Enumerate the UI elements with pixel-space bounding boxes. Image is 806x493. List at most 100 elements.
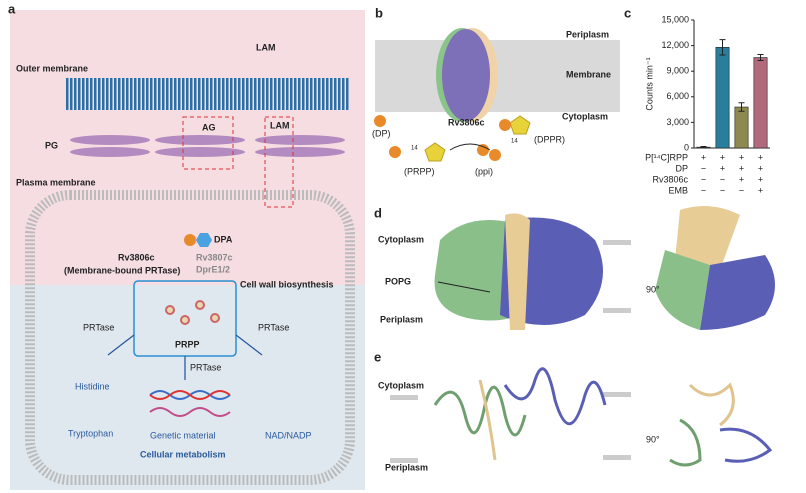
stripe xyxy=(98,78,101,110)
stripe xyxy=(178,78,181,110)
stripe xyxy=(166,78,169,110)
stripe xyxy=(234,78,237,110)
ppi-shape xyxy=(489,149,501,161)
stripe xyxy=(186,78,189,110)
stripe xyxy=(282,78,285,110)
stripe xyxy=(346,78,349,110)
dppr-shape xyxy=(509,115,531,135)
stripe xyxy=(250,78,253,110)
stripe xyxy=(270,78,273,110)
y-tick-label: 15,000 xyxy=(661,14,689,24)
label: Cellular metabolism xyxy=(140,449,226,459)
stripe xyxy=(242,78,245,110)
condition-mark: + xyxy=(720,152,725,162)
stripe xyxy=(254,78,257,110)
condition-mark: − xyxy=(720,174,725,184)
stripe xyxy=(102,78,105,110)
stripe xyxy=(94,78,97,110)
label: Periplasm xyxy=(385,462,428,472)
highlight-box xyxy=(182,116,234,170)
stripe xyxy=(318,78,321,110)
condition-mark: − xyxy=(720,185,725,195)
label: DprE1/2 xyxy=(196,264,230,274)
stripe xyxy=(266,78,269,110)
stripe xyxy=(338,78,341,110)
ppi-shape xyxy=(477,144,489,156)
stripe xyxy=(218,78,221,110)
y-tick-label: 9,000 xyxy=(666,66,689,76)
bar xyxy=(734,106,749,149)
label: Plasma membrane xyxy=(16,177,96,187)
dp-shape xyxy=(389,146,401,158)
stripe xyxy=(90,78,93,110)
label: Cytoplasm xyxy=(378,234,424,244)
condition-mark: − xyxy=(701,174,706,184)
panel-label: d xyxy=(374,205,382,220)
condition-label: EMB xyxy=(668,185,688,195)
error-bar xyxy=(719,39,726,56)
stripe xyxy=(82,78,85,110)
structure xyxy=(433,367,773,467)
pointer xyxy=(437,281,491,293)
protein xyxy=(442,29,490,121)
stripe xyxy=(330,78,333,110)
pg-layer xyxy=(70,135,345,157)
stripe xyxy=(198,78,201,110)
panel-label: b xyxy=(375,5,383,20)
error-bar xyxy=(757,54,764,62)
y-tick-label: 12,000 xyxy=(661,40,689,50)
label: LAM xyxy=(270,120,290,130)
condition-mark: + xyxy=(758,174,763,184)
label: Rv3807c xyxy=(196,252,233,262)
stripe xyxy=(114,78,117,110)
label: 90° xyxy=(646,434,660,444)
placeholders xyxy=(390,240,631,463)
stripe xyxy=(182,78,185,110)
label: Histidine xyxy=(75,381,110,391)
label: Outer membrane xyxy=(16,63,88,73)
stripe xyxy=(262,78,265,110)
plasma-membrane-shape xyxy=(25,190,355,485)
label: Genetic material xyxy=(150,430,216,440)
dp-lipid xyxy=(184,234,196,246)
label: LAM xyxy=(256,42,276,52)
stripe xyxy=(298,78,301,110)
stripe xyxy=(202,78,205,110)
stripe xyxy=(134,78,137,110)
label: PRTase xyxy=(190,362,221,372)
stripe xyxy=(154,78,157,110)
label: Rv3806c xyxy=(448,117,485,127)
stripe xyxy=(342,78,345,110)
condition-label: P[¹⁴C]RPP xyxy=(645,152,688,162)
stripe xyxy=(70,78,73,110)
stripe xyxy=(334,78,337,110)
arrow xyxy=(449,143,491,151)
dp-shape xyxy=(499,119,511,131)
label: Periplasm xyxy=(566,29,609,39)
stripe xyxy=(170,78,173,110)
label: POPG xyxy=(385,276,411,286)
panel-label: a xyxy=(8,1,16,16)
membrane-stripes xyxy=(66,78,349,110)
arrows xyxy=(107,334,263,380)
condition-mark: + xyxy=(739,152,744,162)
condition-mark: + xyxy=(739,174,744,184)
label: NAD/NADP xyxy=(265,430,312,440)
condition-mark: + xyxy=(758,152,763,162)
stripe xyxy=(310,78,313,110)
stripe xyxy=(110,78,113,110)
label: PRTase xyxy=(83,322,114,332)
stripe xyxy=(222,78,225,110)
stripe xyxy=(118,78,121,110)
stripe xyxy=(142,78,145,110)
condition-mark: + xyxy=(758,163,763,173)
label: Tryptophan xyxy=(68,428,113,438)
label: (DP) xyxy=(372,128,391,138)
label: (DPPR) xyxy=(534,134,565,144)
stripe xyxy=(238,78,241,110)
label: PRTase xyxy=(258,322,289,332)
label: 14 xyxy=(511,139,518,145)
stripe xyxy=(146,78,149,110)
stripe xyxy=(206,78,209,110)
